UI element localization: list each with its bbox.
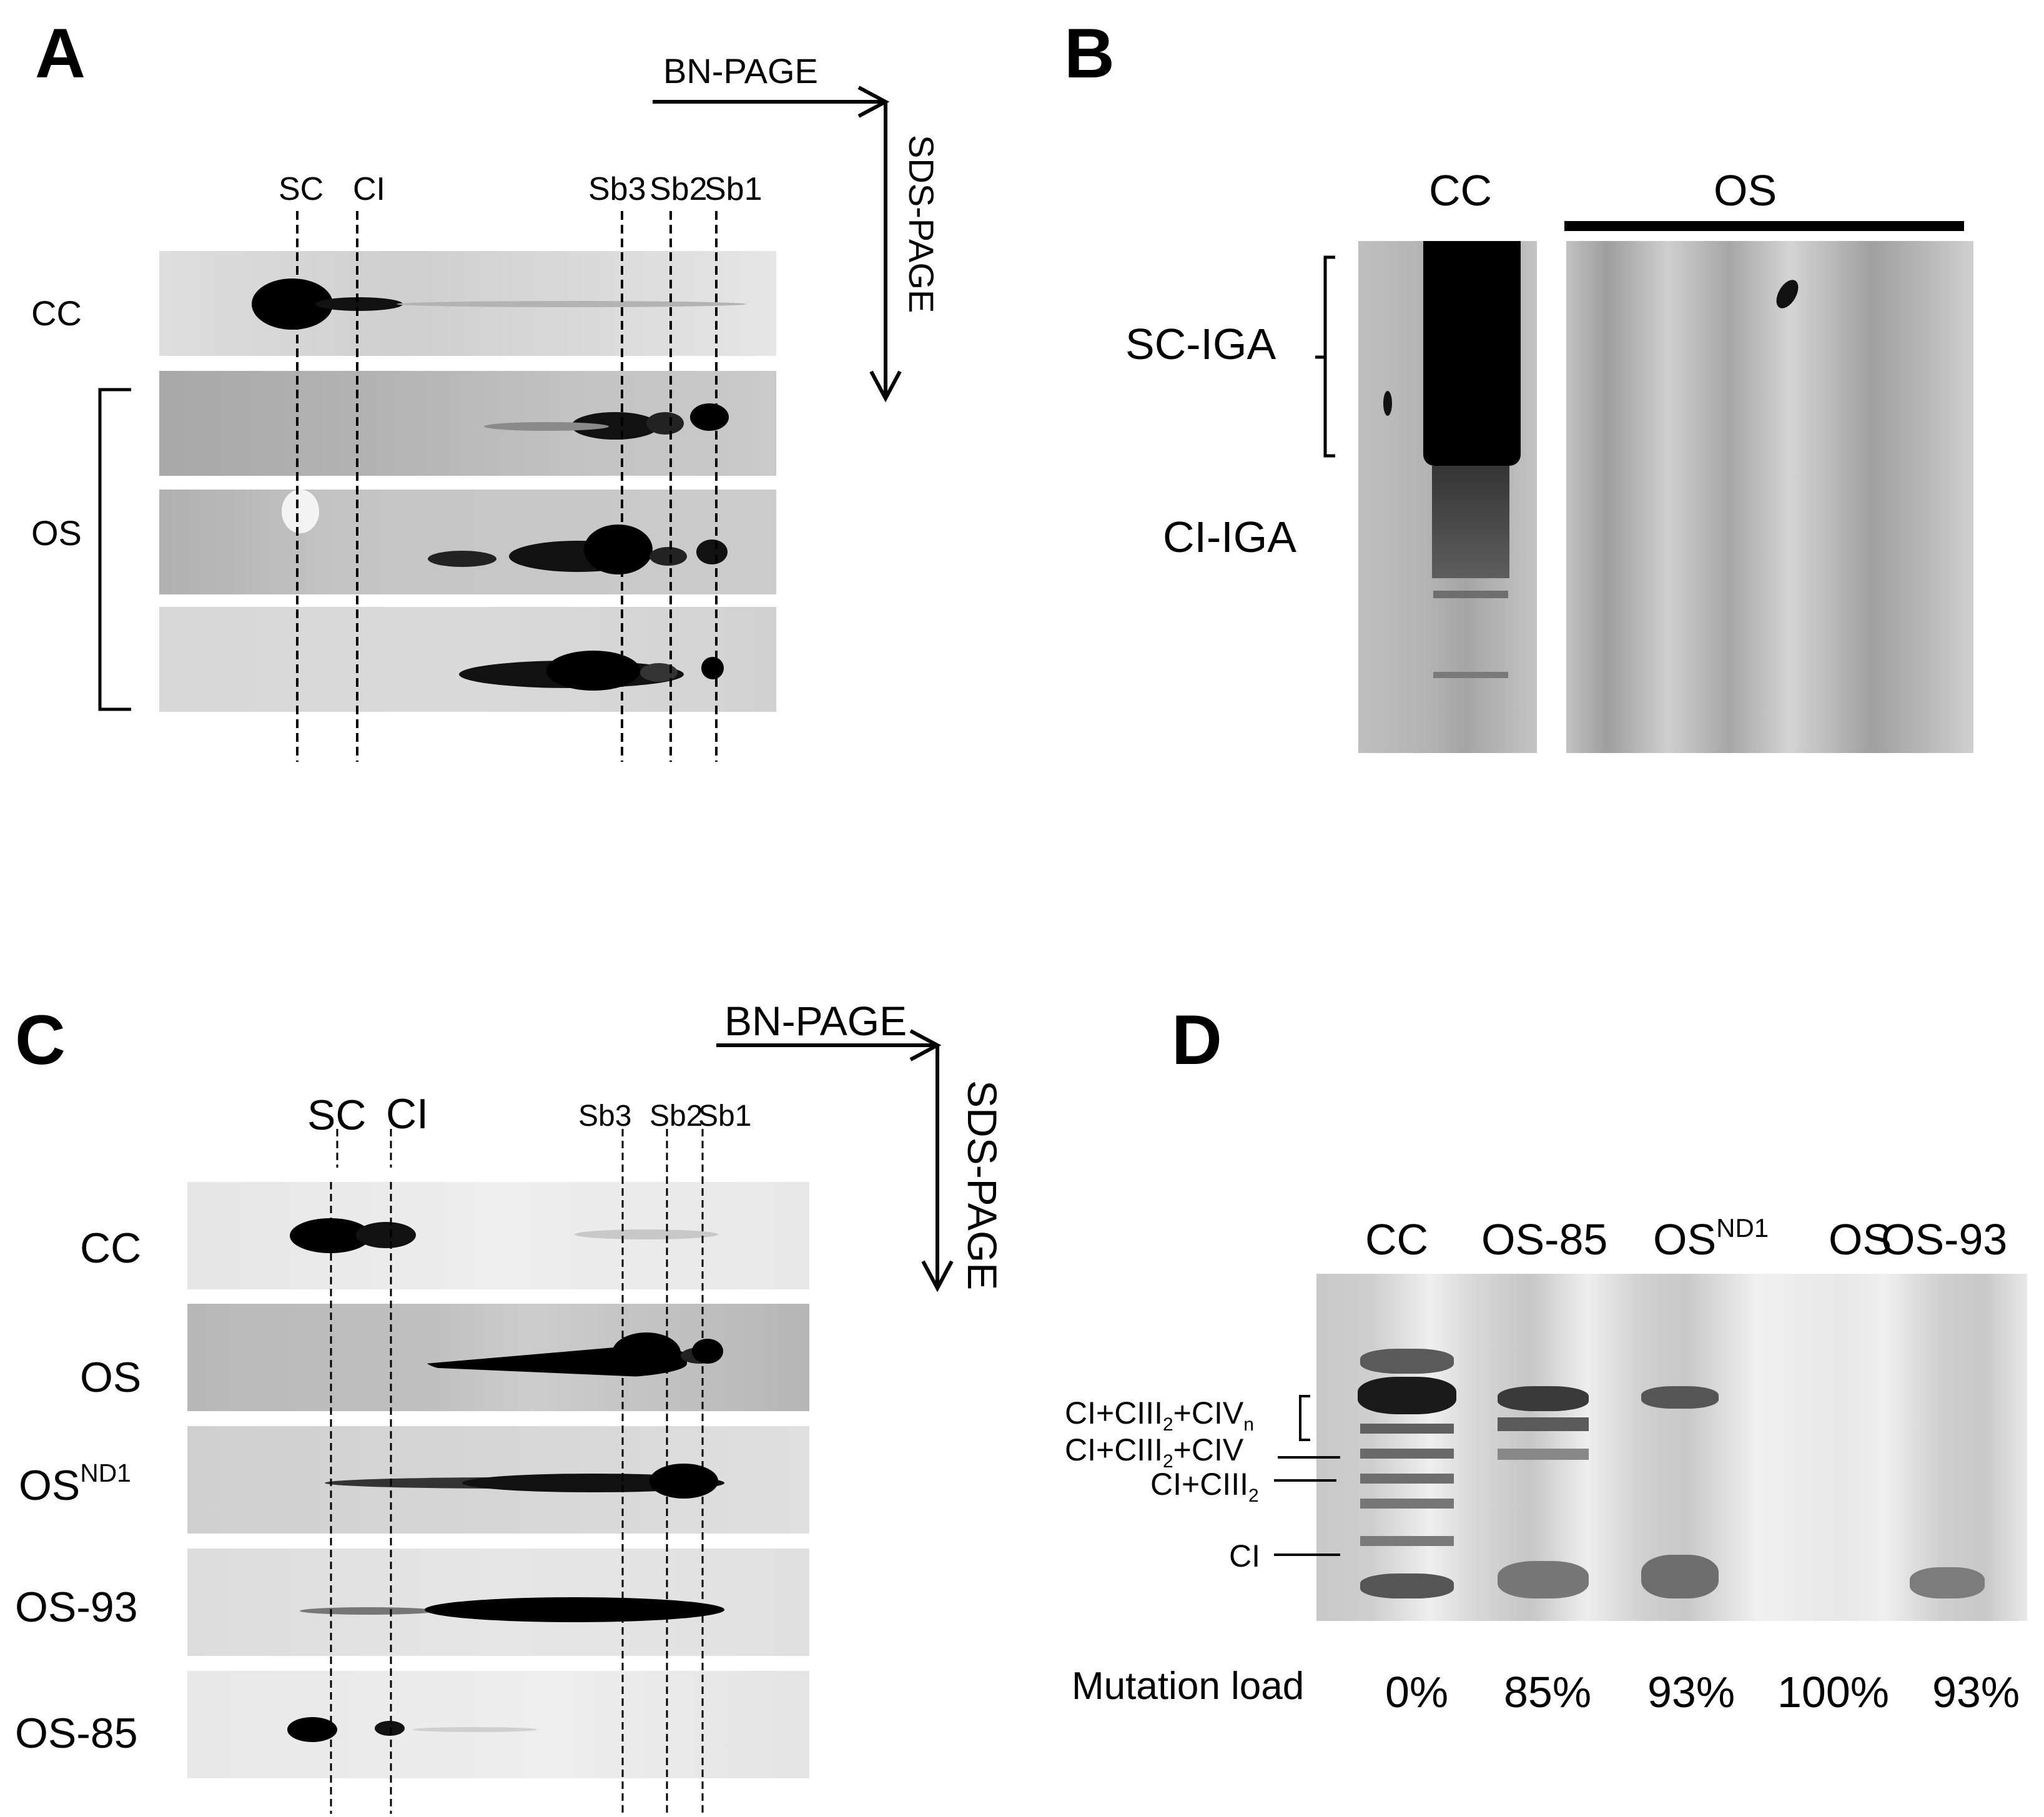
panel-d-mutation-load-os-nd1: 93% <box>1647 1668 1735 1716</box>
panel-a-letter: A <box>35 14 86 92</box>
panel-c-marker-sb2: Sb2 <box>649 1100 703 1133</box>
panel-a-marker-ci: CI <box>353 171 385 207</box>
panel-c-strip-os-93 <box>187 1549 809 1656</box>
panel-d-band-0-sub: 2 <box>1162 1414 1173 1435</box>
panel-d-band-2-sub: 2 <box>1248 1485 1259 1506</box>
panel-d-lane-os-nd1-base: OS <box>1653 1215 1717 1264</box>
panel-d-gel <box>1316 1274 2027 1621</box>
panel-c-row-os-nd1-base: OS <box>19 1462 81 1509</box>
panel-d-mutation-load-os-93: 93% <box>1932 1668 2020 1716</box>
panel-d-band-0-sub2: n <box>1243 1414 1254 1435</box>
panel-c-marker-ci: CI <box>386 1090 428 1138</box>
panel-a-strip-cc <box>159 251 776 356</box>
panel-d-lane-os-93: OS-93 <box>1881 1215 2008 1264</box>
panel-d-lane-os: OS <box>1829 1215 1892 1264</box>
panel-c-row-os-85: OS-85 <box>15 1710 138 1757</box>
panel-a-row-os: OS <box>31 513 82 553</box>
panel-d-band-0-text2: +CIV <box>1173 1396 1244 1430</box>
panel-c-letter: C <box>15 1001 66 1079</box>
panel-c-bn-page-label: BN-PAGE <box>724 998 907 1044</box>
panel-a-strip-os-2 <box>159 490 776 594</box>
panel-a-marker-sc: SC <box>279 171 324 207</box>
panel-b-band-ci-iga: CI-IGA <box>1163 513 1296 561</box>
panel-d-band-2-text: CI+CIII <box>1150 1467 1248 1502</box>
panel-c-row-os: OS <box>80 1354 142 1401</box>
panel-a-strip-os-1 <box>159 371 776 476</box>
panel-d-band-0-text: CI+CIII <box>1065 1396 1163 1430</box>
panel-a-marker-sb2: Sb2 <box>649 171 708 207</box>
panel-a-strip-os-3 <box>159 607 776 712</box>
panel-b-lane-os: OS <box>1714 166 1777 215</box>
panel-d-band-ci-ciii2-civ: CI+CIII2+CIV <box>1065 1434 1243 1471</box>
panel-c-strip-os-85 <box>187 1671 809 1778</box>
panel-c-strip-cc <box>187 1182 809 1289</box>
panel-d-mutation-load-label: Mutation load <box>1072 1665 1305 1708</box>
panel-c-strip-os <box>187 1304 809 1411</box>
panel-a-row-cc: CC <box>31 293 82 333</box>
panel-b-gel-cc <box>1358 241 1537 753</box>
panel-c-strip-os-nd1 <box>187 1426 809 1534</box>
panel-d-band-ci-ciii2-civn: CI+CIII2+CIVn <box>1065 1397 1254 1434</box>
panel-c-marker-sb3: Sb3 <box>578 1100 632 1133</box>
panel-a-marker-sb3: Sb3 <box>588 171 646 207</box>
panel-d-band-ci-ciii2: CI+CIII2 <box>1150 1469 1259 1505</box>
panel-c-row-os-93: OS-93 <box>15 1583 138 1631</box>
panel-b-band-sc-iga: SC-IGA <box>1125 320 1276 368</box>
panel-d-band-ci: CI <box>1229 1539 1260 1573</box>
panel-d-letter: D <box>1172 1001 1222 1079</box>
panel-d-mutation-load-cc: 0% <box>1385 1668 1449 1716</box>
panel-d-lane-os-nd1-sup: ND1 <box>1716 1213 1769 1243</box>
panel-d-lane-os-85: OS-85 <box>1481 1215 1608 1264</box>
panel-b-lane-cc: CC <box>1429 166 1493 215</box>
panel-b-letter: B <box>1064 14 1115 92</box>
panel-d-band-1-text2: +CIV <box>1173 1432 1244 1467</box>
panel-c-row-cc: CC <box>80 1224 142 1272</box>
panel-b-gel-os <box>1566 241 1973 753</box>
panel-d-lane-cc: CC <box>1365 1215 1429 1264</box>
panel-a-marker-sb1: Sb1 <box>704 171 763 207</box>
panel-d-band-1-sub: 2 <box>1162 1451 1173 1472</box>
panel-a-bn-page-label: BN-PAGE <box>663 51 818 91</box>
panel-c-row-os-nd1: OSND1 <box>19 1460 131 1509</box>
panel-d-mutation-load-os-85: 85% <box>1504 1668 1592 1716</box>
panel-d-band-1-text: CI+CIII <box>1065 1432 1163 1467</box>
panel-c-marker-sb1: Sb1 <box>698 1100 752 1133</box>
panel-d-lane-os-nd1: OSND1 <box>1653 1215 1769 1264</box>
panel-c-row-os-nd1-sup: ND1 <box>80 1459 131 1487</box>
panel-d-mutation-load-os: 100% <box>1777 1668 1890 1716</box>
